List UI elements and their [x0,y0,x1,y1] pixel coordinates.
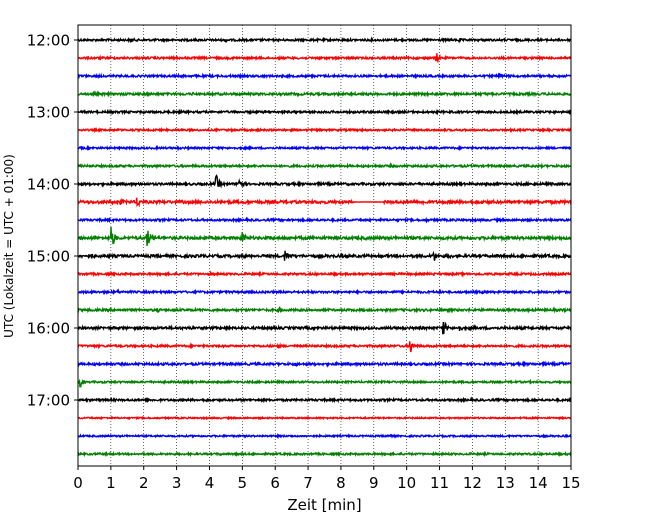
x-tick-label: 9 [369,474,379,492]
trace-1645 [77,378,572,389]
x-tick-label: 10 [397,474,416,492]
trace-1430 [77,216,572,224]
trace-1700 [77,396,572,404]
y-tick-label: 14:00 [27,176,70,194]
y-tick-label: 16:00 [27,320,70,338]
plot-frame [77,24,572,467]
trace-1730 [77,432,572,440]
trace-1445 [77,226,572,247]
x-tick-label: 13 [496,474,515,492]
x-tick-label: 14 [529,474,548,492]
y-tick-label: 13:00 [27,104,70,122]
trace-1600 [77,321,572,335]
x-tick-label: 2 [139,474,149,492]
x-tick-label: 7 [303,474,313,492]
trace-1230 [77,72,572,80]
trace-1345 [77,162,572,170]
trace-1245 [77,90,572,98]
x-tick-label: 12 [463,474,482,492]
trace-1315 [77,126,572,134]
trace-1215 [77,53,572,64]
x-tick-label: 4 [205,474,215,492]
trace-1745 [77,450,572,458]
trace-1300 [77,108,572,116]
x-tick-label: 0 [73,474,83,492]
x-tick-label: 15 [561,474,580,492]
trace-1615 [77,341,572,353]
trace-1545 [77,305,572,314]
trace-layer [77,36,572,458]
y-tick-label: 15:00 [27,248,70,266]
trace-1630 [77,360,572,368]
x-tick-label: 1 [106,474,116,492]
axis-layer: 0 1 2 3 4 5 6 7 8 9 10 11 12 13 14 1512:0013:0014:0015:… [27,32,581,493]
x-tick-label: 6 [270,474,280,492]
trace-1530 [77,288,572,296]
x-tick-label: 5 [238,474,248,492]
x-tick-label: 8 [336,474,346,492]
trace-1200 [77,36,572,44]
trace-1330 [77,144,572,152]
y-tick-label: 17:00 [27,392,70,410]
trace-1400 [77,174,572,189]
trace-1515 [77,270,572,278]
y-axis-label: UTC (Lokalzeit = UTC + 01:00) [2,154,16,338]
x-tick-label: 3 [172,474,182,492]
trace-1415 [77,197,572,208]
y-tick-label: 12:00 [27,32,70,50]
trace-1500 [77,250,572,261]
x-tick-label: 11 [430,474,449,492]
x-axis-label: Zeit [min] [287,496,361,514]
trace-1715 [77,415,572,421]
